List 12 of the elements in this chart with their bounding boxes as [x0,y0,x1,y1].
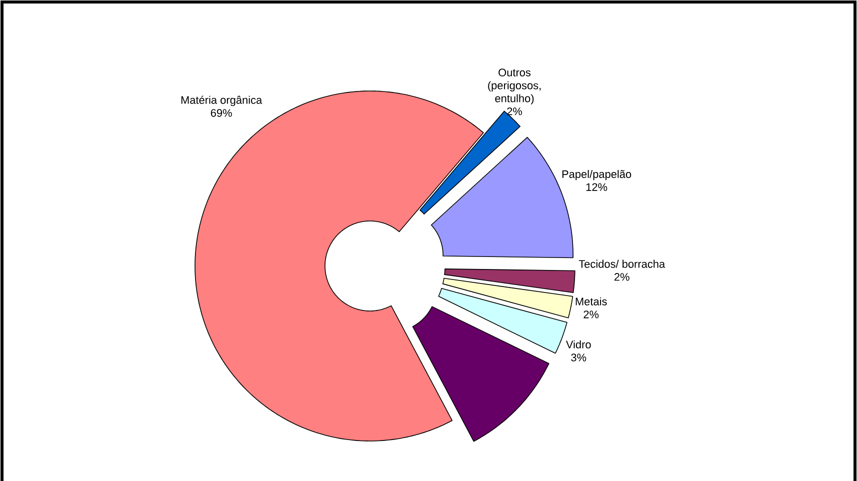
slice-label: Matéria orgânica [181,96,262,106]
slice-label: Outros (perigosos, entulho) [488,68,541,104]
slice-label: Tecidos/ borracha [578,260,666,268]
slice-label: Vidro [566,340,591,348]
data-label: 2% [507,107,522,116]
data-label: 12% [586,183,608,191]
data-label: 3% [571,354,586,362]
slice-label: Metais [576,297,607,306]
data-label: 2% [614,273,630,281]
data-label: 69% [210,109,232,117]
slice-label: Papel/papelão [562,170,632,180]
data-label: 2% [584,310,599,318]
